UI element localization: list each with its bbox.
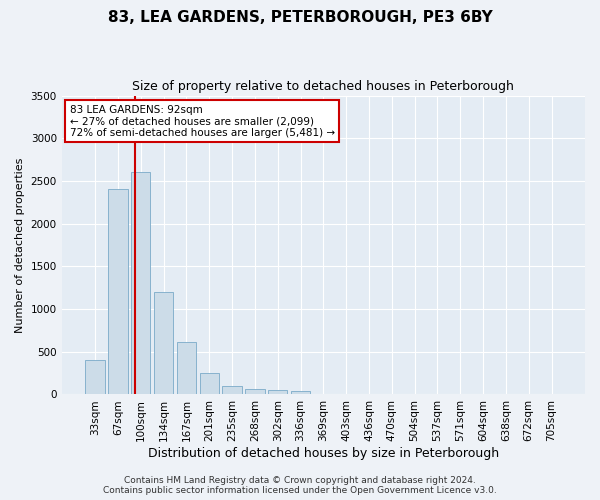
Bar — [291, 391, 310, 394]
Bar — [268, 390, 287, 394]
Bar — [200, 373, 219, 394]
Title: Size of property relative to detached houses in Peterborough: Size of property relative to detached ho… — [133, 80, 514, 93]
Bar — [177, 342, 196, 394]
Bar — [85, 360, 105, 394]
Bar — [131, 172, 151, 394]
Bar — [223, 386, 242, 394]
Bar — [245, 390, 265, 394]
Bar — [108, 190, 128, 394]
Y-axis label: Number of detached properties: Number of detached properties — [15, 158, 25, 332]
Text: 83, LEA GARDENS, PETERBOROUGH, PE3 6BY: 83, LEA GARDENS, PETERBOROUGH, PE3 6BY — [107, 10, 493, 25]
Bar — [154, 292, 173, 394]
Text: Contains HM Land Registry data © Crown copyright and database right 2024.
Contai: Contains HM Land Registry data © Crown c… — [103, 476, 497, 495]
Text: 83 LEA GARDENS: 92sqm
← 27% of detached houses are smaller (2,099)
72% of semi-d: 83 LEA GARDENS: 92sqm ← 27% of detached … — [70, 104, 335, 138]
X-axis label: Distribution of detached houses by size in Peterborough: Distribution of detached houses by size … — [148, 447, 499, 460]
